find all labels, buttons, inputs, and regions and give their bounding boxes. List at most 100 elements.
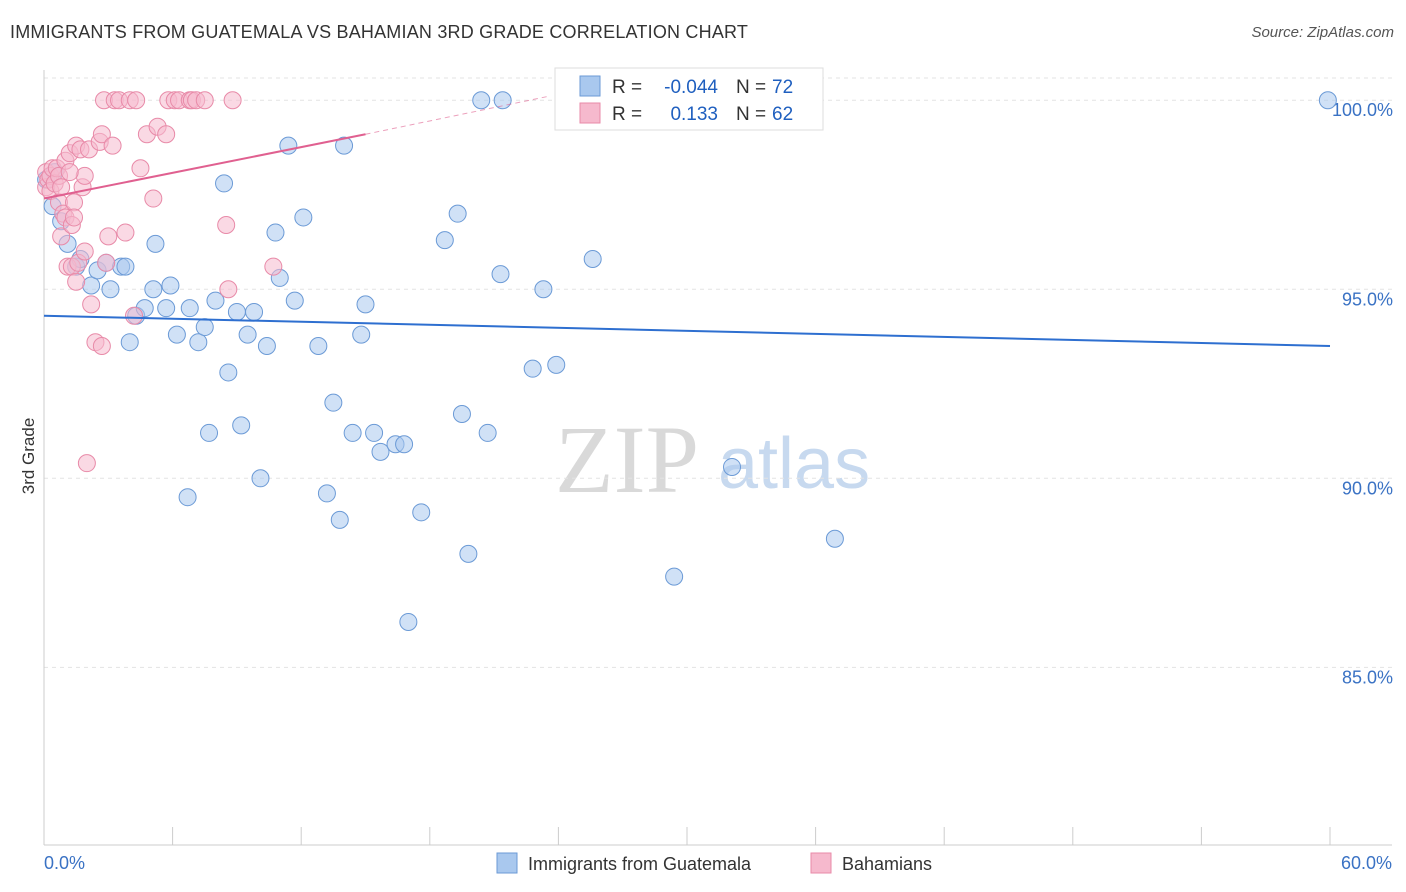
legend-r-label-2: R = <box>612 104 642 125</box>
x-ticks <box>43 827 1331 845</box>
watermark-atlas: atlas <box>718 424 870 504</box>
point-guatemala <box>215 174 234 193</box>
series-bahamians-points <box>37 91 283 473</box>
point-bahamians <box>75 242 94 261</box>
point-bahamians <box>77 454 96 473</box>
legend-n-value-1: 72 <box>772 77 793 98</box>
point-guatemala <box>144 280 163 299</box>
point-guatemala <box>825 529 844 548</box>
point-bahamians <box>60 163 79 182</box>
point-guatemala <box>452 405 471 424</box>
correlation-legend: R = -0.044 N = 72 R = 0.133 N = 62 <box>554 67 824 131</box>
point-bahamians <box>52 227 71 246</box>
legend-label-guatemala: Immigrants from Guatemala <box>528 854 752 874</box>
point-guatemala <box>157 299 176 318</box>
point-guatemala <box>232 416 251 435</box>
legend-swatch-blue <box>579 75 601 97</box>
x-tick-label-max: 60.0% <box>1341 853 1392 873</box>
point-guatemala <box>294 208 313 227</box>
point-guatemala <box>116 257 135 276</box>
x-tick-label-min: 0.0% <box>44 853 85 873</box>
point-bahamians <box>67 272 86 291</box>
y-tick-label: 100.0% <box>1332 100 1393 120</box>
point-bahamians <box>219 280 238 299</box>
point-guatemala <box>523 359 542 378</box>
legend-r-label-1: R = <box>612 77 642 98</box>
point-guatemala <box>161 276 180 295</box>
y-axis-label: 3rd Grade <box>19 418 38 495</box>
point-guatemala <box>491 265 510 284</box>
point-guatemala <box>251 469 270 488</box>
point-guatemala <box>227 302 246 321</box>
point-guatemala <box>395 435 414 454</box>
y-tick-label: 90.0% <box>1342 478 1393 498</box>
point-guatemala <box>343 423 362 442</box>
legend-swatch-pink <box>579 102 601 124</box>
point-bahamians <box>75 166 94 185</box>
point-guatemala <box>82 276 101 295</box>
point-guatemala <box>665 567 684 586</box>
point-guatemala <box>189 333 208 352</box>
point-bahamians <box>116 223 135 242</box>
point-guatemala <box>317 484 336 503</box>
point-bahamians <box>217 216 236 234</box>
trend-line-bahamians <box>43 133 366 200</box>
point-guatemala <box>352 325 371 344</box>
point-bahamians <box>92 125 111 144</box>
point-bahamians <box>82 295 101 314</box>
point-guatemala <box>399 612 418 631</box>
watermark-zip: ZIP <box>555 406 699 513</box>
legend-n-value-2: 62 <box>772 104 793 125</box>
trend-lines <box>43 95 1331 347</box>
point-bahamians <box>103 136 122 155</box>
point-bahamians <box>92 336 111 355</box>
point-guatemala <box>356 295 375 314</box>
point-guatemala <box>101 280 120 299</box>
legend-n-label-1: N = <box>736 77 766 98</box>
point-guatemala <box>459 544 478 563</box>
point-guatemala <box>206 291 225 310</box>
point-guatemala <box>723 457 742 476</box>
y-tick-labels: 85.0% 90.0% 95.0% 100.0% <box>1332 100 1393 687</box>
point-guatemala <box>285 291 304 310</box>
gridlines <box>44 77 1392 668</box>
legend-swatch-bahamians <box>810 852 832 874</box>
point-bahamians <box>131 159 150 178</box>
point-guatemala <box>412 503 431 522</box>
point-guatemala <box>200 423 219 442</box>
chart-source: Source: ZipAtlas.com <box>1251 24 1394 41</box>
point-guatemala <box>219 363 238 382</box>
point-bahamians <box>125 306 144 325</box>
y-tick-label: 85.0% <box>1342 667 1393 687</box>
point-guatemala <box>257 336 276 355</box>
point-bahamians <box>97 253 116 272</box>
y-tick-label: 95.0% <box>1342 289 1393 309</box>
point-guatemala <box>178 488 197 507</box>
trend-line-bahamians-extension <box>365 95 548 135</box>
legend-label-bahamians: Bahamians <box>842 854 932 874</box>
axes <box>43 70 1392 846</box>
point-guatemala <box>266 223 285 242</box>
point-guatemala <box>146 234 165 253</box>
point-bahamians <box>144 189 163 208</box>
point-guatemala <box>245 302 264 321</box>
point-guatemala <box>167 325 186 344</box>
point-guatemala <box>238 325 257 344</box>
point-guatemala <box>1318 91 1337 110</box>
legend-r-value-2: 0.133 <box>670 104 718 125</box>
series-legend: Immigrants from Guatemala Bahamians <box>496 852 932 874</box>
point-guatemala <box>330 510 349 529</box>
point-guatemala <box>324 393 343 412</box>
point-guatemala <box>547 355 566 374</box>
point-guatemala <box>472 91 491 110</box>
point-guatemala <box>335 136 354 155</box>
point-guatemala <box>493 91 512 110</box>
point-guatemala <box>180 299 199 318</box>
point-guatemala <box>534 280 553 299</box>
chart-title: IMMIGRANTS FROM GUATEMALA VS BAHAMIAN 3R… <box>10 22 749 42</box>
point-bahamians <box>223 91 242 110</box>
point-bahamians <box>264 257 283 276</box>
legend-r-value-1: -0.044 <box>664 77 718 98</box>
point-guatemala <box>195 318 214 337</box>
